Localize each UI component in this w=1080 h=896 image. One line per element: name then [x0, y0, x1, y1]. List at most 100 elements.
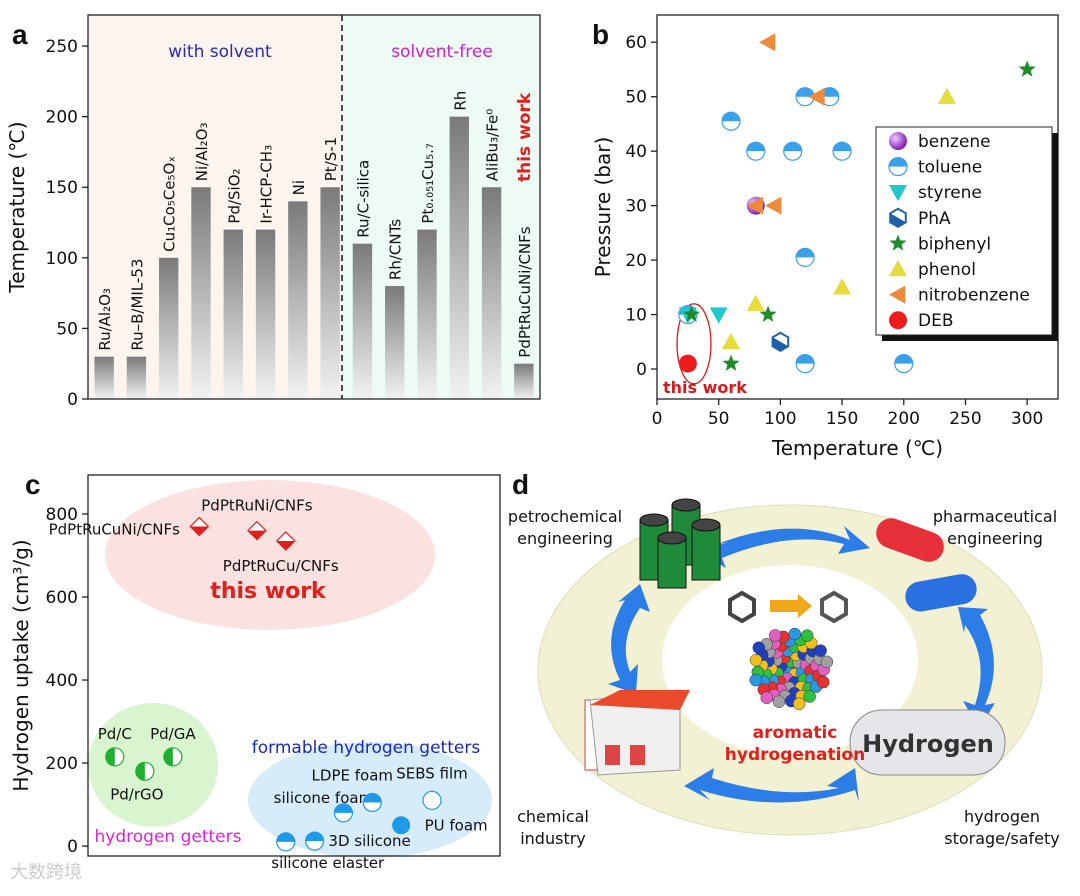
panel-b: b 0 10 20 30 40 50 60 Pressure (bar) 0 50 100 150 20…	[591, 14, 1059, 460]
region-bg	[342, 15, 540, 399]
atom	[772, 695, 786, 708]
group-ellipse	[105, 480, 435, 630]
point	[795, 247, 815, 267]
node-label: pharmaceutical engineering	[933, 507, 1057, 548]
point	[135, 761, 155, 781]
barrels	[639, 498, 721, 589]
point	[783, 141, 803, 161]
annotation: solvent-free	[391, 42, 493, 62]
bar	[417, 229, 437, 399]
plot-frame	[87, 14, 541, 400]
tank-label: Hydrogen	[862, 730, 994, 758]
bar	[352, 243, 373, 399]
category-label: Pd/SiO₂	[225, 168, 243, 223]
point	[937, 87, 956, 104]
annotation: this work	[663, 378, 747, 397]
y-tick-label: 400	[46, 671, 78, 691]
category-label: Rh	[451, 91, 469, 111]
category-label: Ir-HCP-CH₃	[258, 145, 276, 224]
y-tick-label: 0	[67, 837, 78, 857]
legend-marker	[888, 157, 908, 177]
point	[795, 353, 815, 374]
point-label: Pd/C	[98, 725, 132, 743]
group-label: this work	[210, 579, 327, 604]
atom	[768, 629, 782, 642]
y-tick-label: 60	[625, 33, 647, 53]
legend-label: styrene	[918, 183, 982, 203]
point	[746, 294, 765, 311]
point	[721, 111, 741, 131]
group-ellipse	[88, 703, 218, 827]
point-label: PdPtRuNi/CNFs	[201, 497, 313, 515]
atom	[760, 691, 774, 704]
point	[275, 531, 296, 551]
legend-label: DEB	[918, 311, 954, 331]
legend-marker	[889, 234, 907, 251]
bar	[126, 356, 147, 399]
annotation: with solvent	[168, 42, 272, 62]
point	[709, 307, 728, 324]
point-label: LDPE foam	[312, 766, 393, 784]
point	[682, 305, 701, 322]
point-label: SEBS film	[396, 764, 468, 782]
category-label: Cu₁Co₅Ce₅Oₓ	[161, 156, 179, 252]
point-label: PU foam	[425, 816, 488, 834]
x-tick-label: 300	[1011, 409, 1043, 429]
point	[832, 141, 852, 161]
y-tick-label: 50	[56, 319, 78, 339]
point	[392, 816, 411, 835]
group-label: hydrogen getters	[95, 827, 242, 847]
category-label: Pt₀.₀₅₁Cu₅.₇	[419, 143, 437, 224]
bar	[449, 116, 469, 399]
legend-marker	[889, 311, 907, 330]
atom	[749, 673, 763, 687]
category-label: Pt/S-1	[322, 137, 340, 181]
category-label: Ru/C-silica	[354, 160, 372, 238]
node-label: hydrogen storage/safety	[944, 807, 1060, 848]
y-tick-label: 40	[625, 142, 647, 162]
y-axis-label: Hydrogen uptake (cm³/g)	[9, 539, 33, 791]
panel-a: a 0 50 100 150 200 250 Temperature (℃) Ru/Al₂O₃…	[5, 14, 541, 410]
point	[362, 792, 382, 813]
panel-label: c	[25, 469, 41, 500]
point-label: Pd/rGO	[110, 785, 163, 803]
node-label: chemical industry	[517, 807, 589, 848]
point	[894, 353, 914, 374]
x-tick-label: 250	[949, 409, 981, 429]
panel-label: a	[12, 19, 28, 50]
point	[722, 332, 741, 350]
category-label: AliBu₃/Fe⁰	[484, 109, 502, 182]
point-label: Pd/GA	[150, 725, 196, 743]
bar	[288, 201, 308, 399]
legend-label: phenol	[918, 260, 976, 280]
atom	[749, 653, 763, 667]
point-label: silicone elaster	[271, 854, 385, 872]
annotation: this work	[515, 92, 535, 182]
y-tick-label: 20	[625, 251, 647, 271]
point	[722, 354, 740, 371]
molecules	[728, 590, 848, 624]
x-tick-label: 50	[708, 409, 730, 429]
point	[305, 831, 325, 851]
y-tick-label: 800	[46, 505, 78, 525]
legend-marker	[889, 260, 907, 277]
point	[759, 33, 776, 52]
atom	[792, 697, 806, 710]
panel-d: d petrochemical engineering pharmaceutical…	[508, 469, 1060, 848]
bar	[385, 286, 405, 399]
x-tick-label: 150	[826, 409, 858, 429]
legend-marker	[889, 207, 907, 228]
atom	[816, 675, 830, 689]
category-label: Ni	[290, 180, 308, 195]
y-tick-label: 10	[625, 306, 647, 326]
y-tick-label: 150	[46, 178, 78, 198]
category-label: Ru–B/MIL-53	[128, 259, 146, 351]
panel-c: c 0 200 400 600 800 Hydrogen uptake (cm³/g) Pd…	[9, 469, 501, 872]
point	[276, 832, 296, 852]
y-tick-label: 50	[625, 88, 647, 108]
point	[808, 87, 825, 106]
legend-marker	[889, 185, 907, 202]
y-tick-label: 0	[67, 390, 78, 410]
point	[746, 141, 766, 161]
